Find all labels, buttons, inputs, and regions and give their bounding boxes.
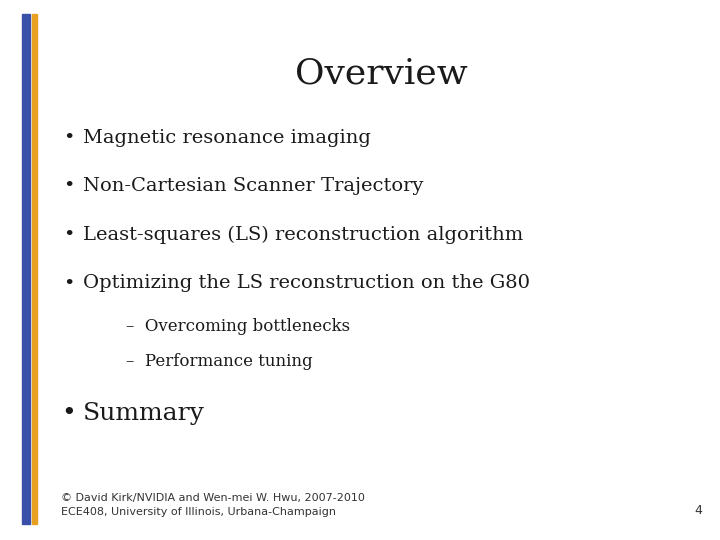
- Bar: [22, 14, 30, 524]
- Text: –  Overcoming bottlenecks: – Overcoming bottlenecks: [126, 318, 350, 335]
- Text: •: •: [63, 226, 74, 244]
- Text: Overview: Overview: [295, 57, 468, 91]
- Text: Optimizing the LS reconstruction on the G80: Optimizing the LS reconstruction on the …: [83, 274, 530, 293]
- Text: Magnetic resonance imaging: Magnetic resonance imaging: [83, 129, 371, 147]
- Text: Summary: Summary: [83, 402, 204, 424]
- Text: •: •: [63, 274, 74, 293]
- Text: •: •: [63, 129, 74, 147]
- Text: –  Performance tuning: – Performance tuning: [126, 353, 312, 370]
- Text: •: •: [61, 402, 76, 424]
- Text: © David Kirk/NVIDIA and Wen-mei W. Hwu, 2007-2010
ECE408, University of Illinois: © David Kirk/NVIDIA and Wen-mei W. Hwu, …: [61, 494, 365, 517]
- Text: Least-squares (LS) reconstruction algorithm: Least-squares (LS) reconstruction algori…: [83, 226, 523, 244]
- Text: 4: 4: [694, 504, 702, 517]
- Bar: [32, 14, 37, 524]
- Text: Non-Cartesian Scanner Trajectory: Non-Cartesian Scanner Trajectory: [83, 177, 423, 195]
- Text: •: •: [63, 177, 74, 195]
